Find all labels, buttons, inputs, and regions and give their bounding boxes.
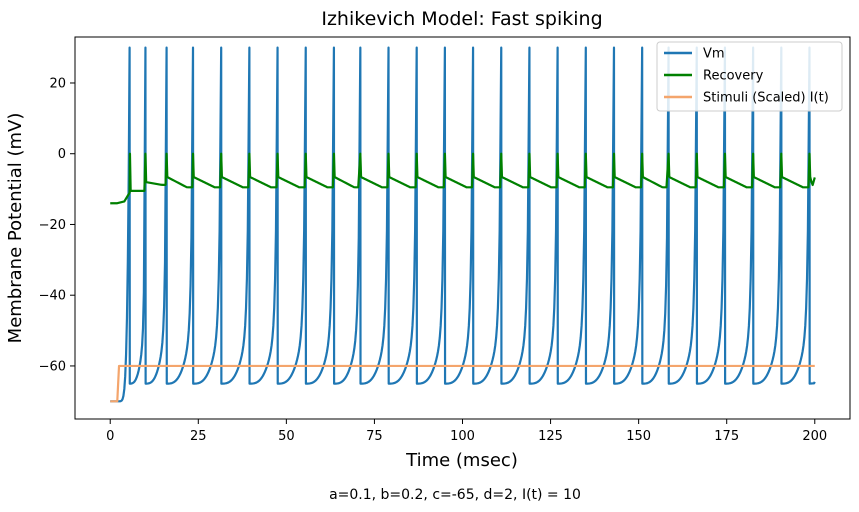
x-tick-label: 150 bbox=[626, 429, 651, 444]
y-tick-label: 0 bbox=[58, 147, 66, 162]
x-tick-label: 200 bbox=[802, 429, 827, 444]
series-line-stimuli bbox=[110, 364, 815, 403]
x-tick-label: 75 bbox=[366, 429, 383, 444]
y-tick-label: −20 bbox=[39, 218, 66, 233]
x-tick-label: 0 bbox=[106, 429, 114, 444]
legend-label: Recovery bbox=[703, 69, 764, 84]
x-axis-label: Time (msec) bbox=[405, 450, 518, 471]
x-tick-label: 125 bbox=[538, 429, 563, 444]
legend: Vm Recovery Stimuli (Scaled) I(t) bbox=[656, 41, 843, 112]
y-axis-ticks: −60 −40 −20 0 20 bbox=[39, 76, 75, 374]
x-tick-label: 100 bbox=[450, 429, 475, 444]
y-tick-label: 20 bbox=[49, 76, 66, 91]
y-tick-label: −40 bbox=[39, 289, 66, 304]
series-layer bbox=[110, 46, 816, 403]
y-axis-label: Membrane Potential (mV) bbox=[5, 113, 26, 344]
x-axis-ticks: 0 25 50 75 100 125 150 175 200 bbox=[106, 419, 827, 444]
legend-label: Vm bbox=[703, 47, 725, 62]
x-tick-label: 25 bbox=[190, 429, 207, 444]
chart-title: Izhikevich Model: Fast spiking bbox=[321, 8, 602, 30]
x-tick-label: 175 bbox=[714, 429, 739, 444]
legend-items: Vm Recovery Stimuli (Scaled) I(t) bbox=[664, 47, 829, 106]
chart-caption: a=0.1, b=0.2, c=-65, d=2, I(t) = 10 bbox=[329, 487, 581, 503]
series-line-vm bbox=[110, 46, 816, 403]
legend-label: Stimuli (Scaled) I(t) bbox=[703, 91, 829, 106]
x-tick-label: 50 bbox=[278, 429, 295, 444]
series-line-recovery bbox=[110, 152, 816, 205]
y-tick-label: −60 bbox=[39, 359, 66, 374]
legend-box bbox=[656, 41, 843, 112]
